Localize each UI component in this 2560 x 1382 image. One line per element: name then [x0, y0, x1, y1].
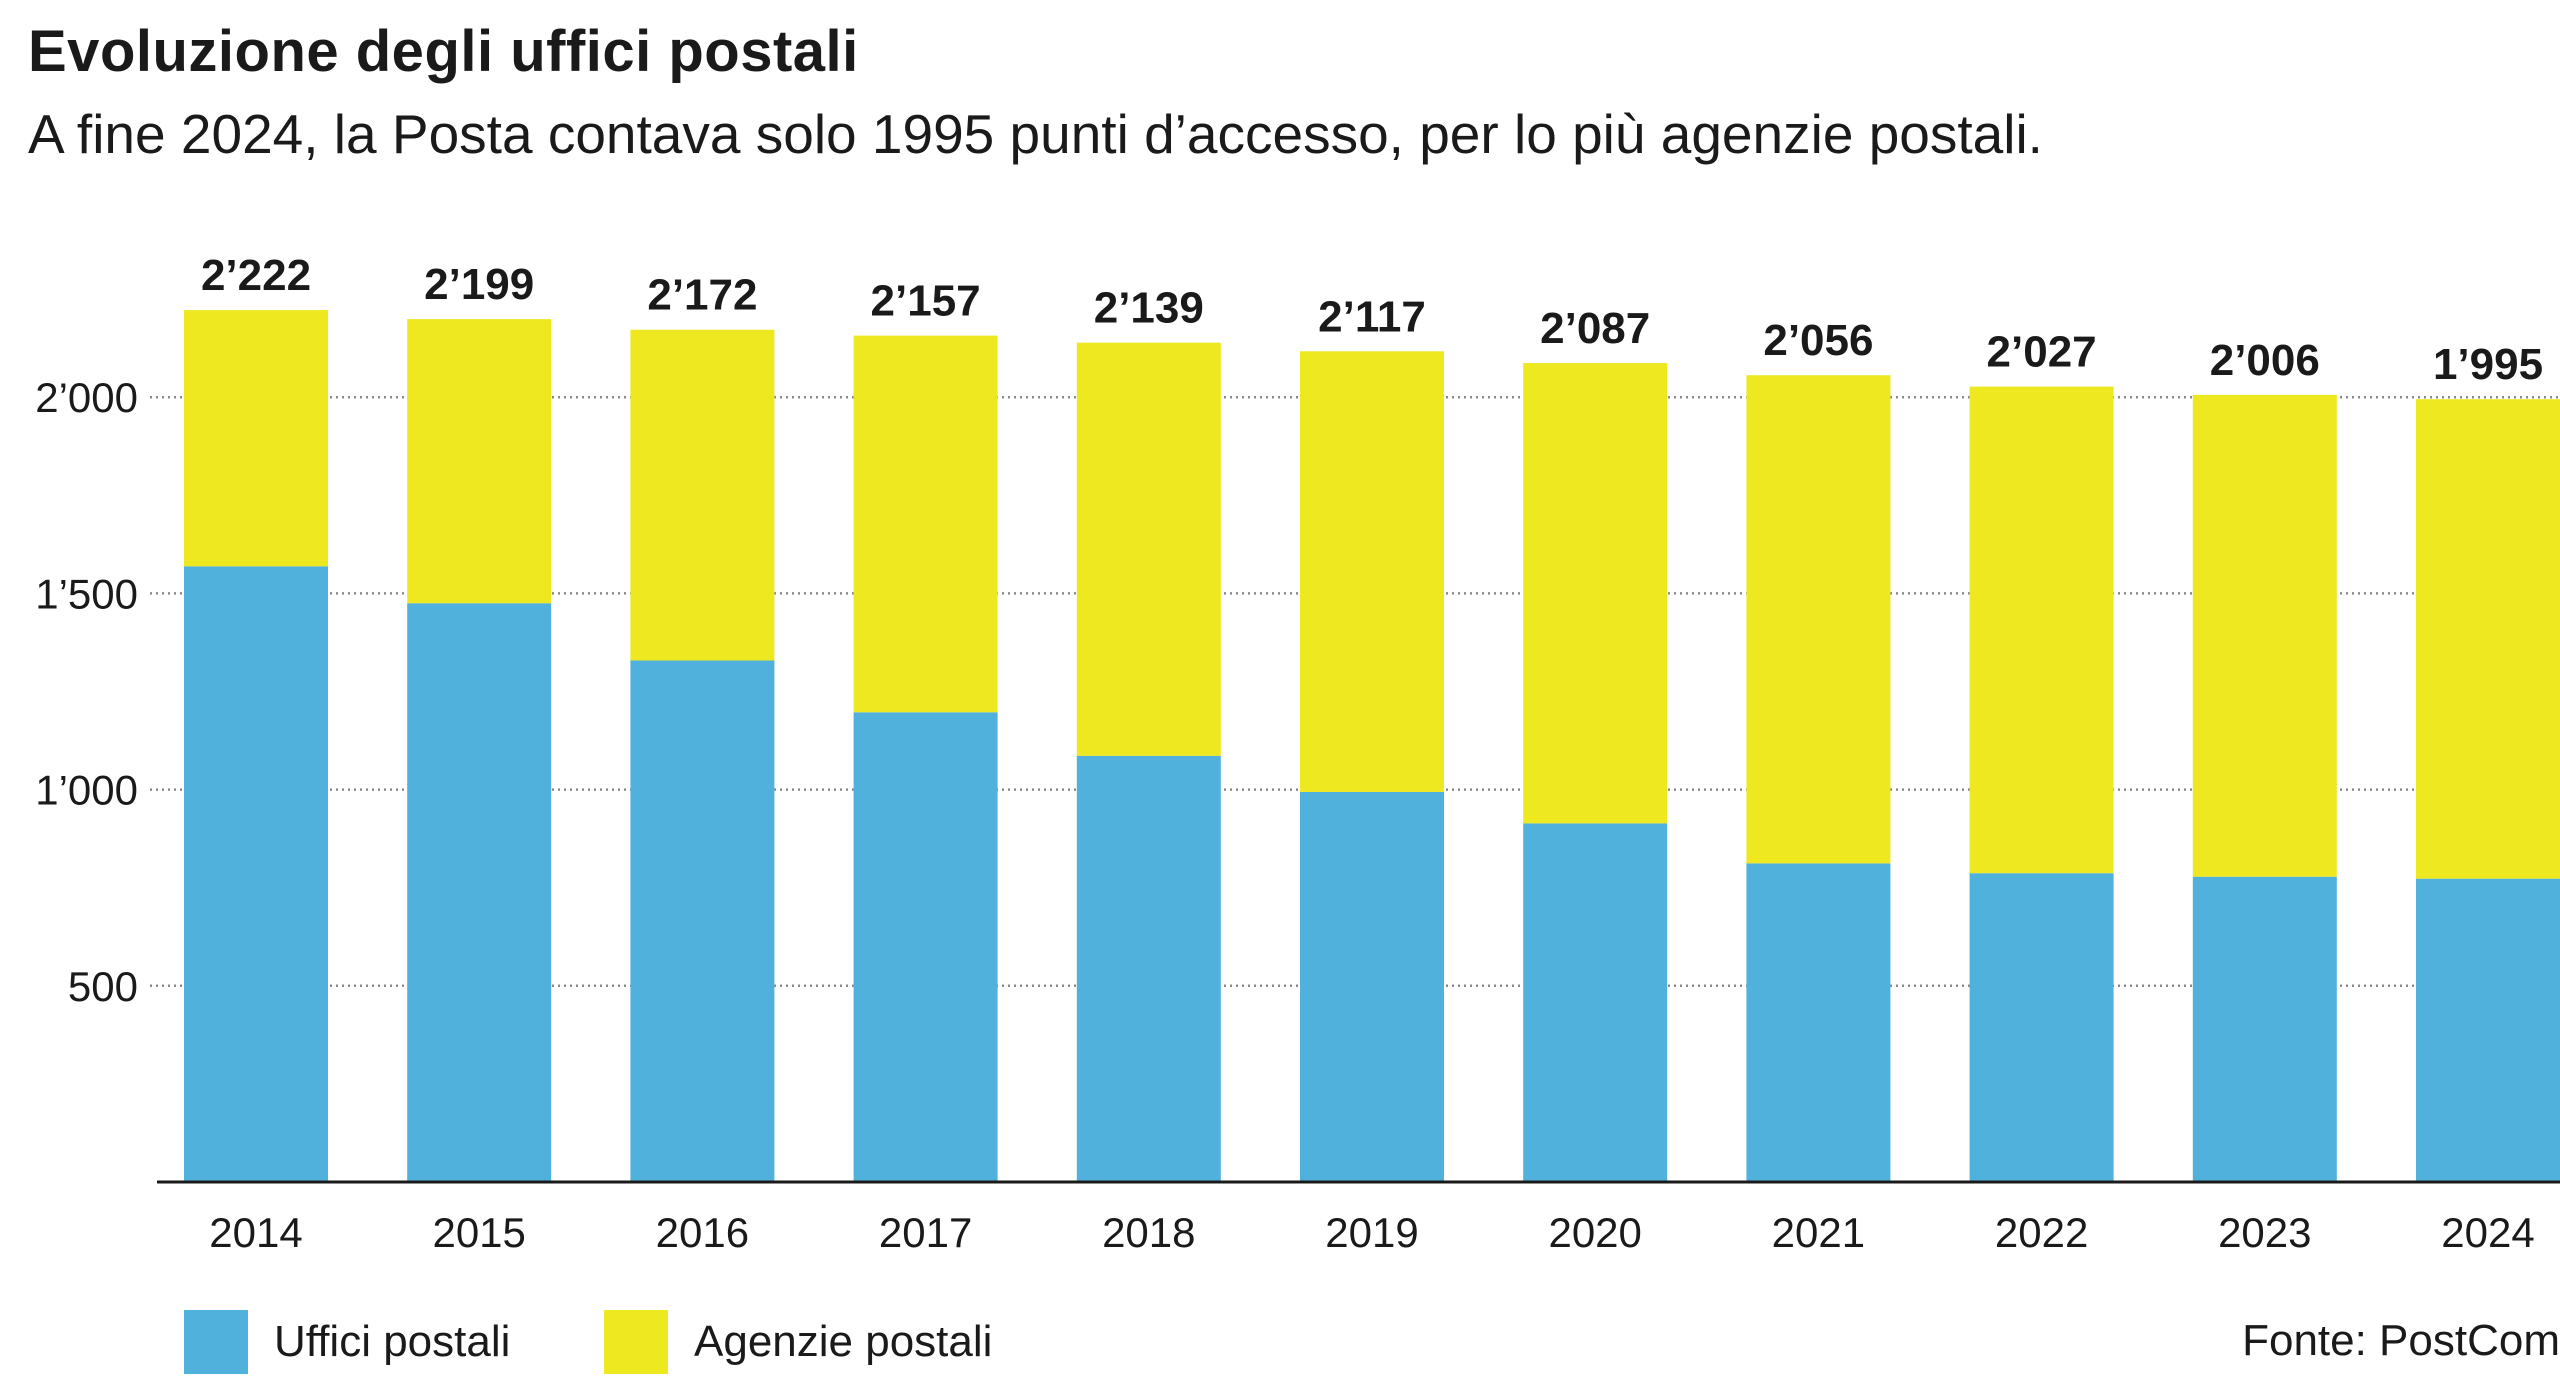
x-tick-label: 2018 [1102, 1209, 1195, 1256]
total-data-label: 2’117 [1318, 292, 1426, 341]
x-tick-label: 2019 [1325, 1209, 1418, 1256]
y-tick-label: 2’000 [35, 374, 138, 421]
total-data-label: 2’006 [2210, 336, 2320, 385]
legend-label-agenzie: Agenzie postali [694, 1317, 993, 1366]
chart-subtitle: A fine 2024, la Posta contava solo 1995 … [28, 103, 2043, 165]
legend-label-uffici: Uffici postali [274, 1317, 511, 1366]
x-tick-label: 2021 [1772, 1209, 1865, 1256]
bar-agenzie-postali [407, 319, 552, 604]
x-tick-label: 2017 [879, 1209, 972, 1256]
bar-agenzie-postali [1076, 342, 1221, 756]
total-data-label: 1’995 [2433, 340, 2543, 389]
total-data-label: 2’087 [1540, 304, 1650, 353]
bar-chart: 500 1’000 1’500 2’000 2’222 2014 2’199 2015 2’17… [35, 251, 2560, 1256]
bar-uffici-postali [1300, 791, 1444, 1182]
x-tick-label: 2022 [1995, 1209, 2088, 1256]
y-tick-label: 1’500 [35, 570, 138, 617]
bar-agenzie-postali [1969, 386, 2114, 874]
bar-uffici-postali [184, 566, 328, 1182]
bar-agenzie-postali [1300, 351, 1444, 792]
total-data-label: 2’139 [1094, 284, 1204, 333]
bar-agenzie-postali [1523, 363, 1668, 824]
total-data-label: 2’199 [424, 260, 534, 309]
x-tick-label: 2024 [2441, 1209, 2534, 1256]
bar-agenzie-postali [2192, 394, 2337, 877]
bar-uffici-postali [2416, 878, 2560, 1182]
bar-uffici-postali [2192, 876, 2337, 1182]
x-tick-label: 2016 [656, 1209, 749, 1256]
x-tick-label: 2023 [2218, 1209, 2311, 1256]
total-data-label: 2’027 [1987, 328, 2097, 377]
total-data-label: 2’157 [871, 277, 981, 326]
bar-uffici-postali [1969, 873, 2114, 1182]
bar-uffici-postali [853, 712, 998, 1182]
legend-item-agenzie: Agenzie postali [604, 1310, 992, 1374]
legend-swatch-uffici [184, 1310, 248, 1374]
bar-agenzie-postali [1746, 375, 1891, 864]
chart-title: Evoluzione degli uffici postali [28, 19, 859, 84]
bar-agenzie-postali [630, 329, 775, 661]
bar-uffici-postali [1523, 823, 1668, 1182]
source-note: Fonte: PostCom [2242, 1316, 2560, 1365]
bar-uffici-postali [407, 603, 552, 1182]
y-tick-label: 1’000 [35, 767, 138, 814]
bar-agenzie-postali [2416, 399, 2560, 879]
total-data-label: 2’222 [201, 251, 311, 300]
bar-agenzie-postali [853, 335, 998, 713]
bar-uffici-postali [630, 660, 775, 1182]
bar-uffici-postali [1746, 863, 1891, 1182]
x-tick-label: 2014 [209, 1209, 302, 1256]
bar-uffici-postali [1076, 755, 1221, 1182]
legend-item-uffici: Uffici postali [184, 1310, 510, 1374]
legend-swatch-agenzie [604, 1310, 668, 1374]
total-data-label: 2’172 [647, 271, 757, 320]
y-tick-label: 500 [68, 963, 138, 1010]
x-tick-label: 2015 [432, 1209, 525, 1256]
x-tick-label: 2020 [1548, 1209, 1641, 1256]
total-data-label: 2’056 [1763, 316, 1873, 365]
bar-agenzie-postali [184, 310, 328, 567]
